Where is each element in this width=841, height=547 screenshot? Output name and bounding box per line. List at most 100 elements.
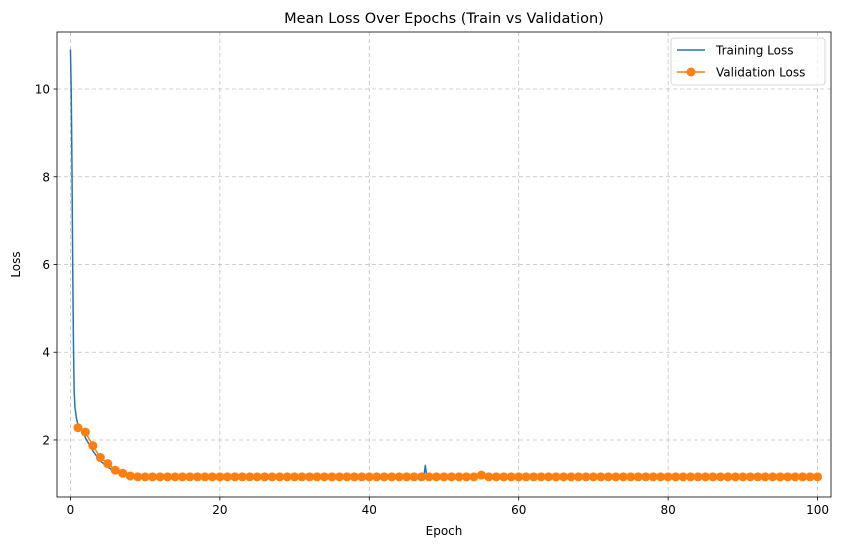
validation-loss-point: [700, 472, 710, 482]
validation-loss-point: [446, 472, 456, 482]
y-tick-label: 10: [35, 83, 50, 97]
x-tick-label: 60: [511, 503, 526, 517]
validation-loss-point: [267, 472, 277, 482]
validation-loss-point: [603, 472, 613, 482]
validation-loss-point: [618, 472, 628, 482]
validation-loss-point: [469, 472, 479, 482]
validation-loss-point: [424, 472, 434, 482]
validation-loss-point: [95, 453, 105, 463]
validation-loss-point: [260, 472, 270, 482]
validation-loss-point: [648, 472, 658, 482]
x-tick-label: 100: [806, 503, 829, 517]
validation-loss-point: [656, 472, 666, 482]
validation-loss-point: [768, 472, 778, 482]
y-tick-label: 8: [42, 170, 50, 184]
validation-loss-point: [290, 472, 300, 482]
validation-loss-point: [125, 471, 135, 481]
validation-loss-point: [417, 472, 427, 482]
validation-loss-point: [626, 472, 636, 482]
validation-loss-point: [230, 472, 240, 482]
validation-loss-point: [461, 472, 471, 482]
validation-loss-point: [432, 472, 442, 482]
legend: Training Loss Validation Loss: [670, 37, 826, 86]
validation-loss-point: [185, 472, 195, 482]
validation-loss-point: [529, 472, 539, 482]
validation-loss-point: [305, 472, 315, 482]
validation-loss-point: [738, 472, 748, 482]
validation-loss-point: [484, 472, 494, 482]
validation-loss-point: [760, 472, 770, 482]
validation-loss-point: [514, 472, 524, 482]
validation-loss-point: [282, 472, 292, 482]
validation-loss-point: [155, 472, 165, 482]
validation-loss-point: [708, 472, 718, 482]
validation-loss-point: [379, 472, 389, 482]
validation-loss-point: [476, 470, 486, 480]
validation-loss-point: [723, 472, 733, 482]
validation-loss-point: [551, 472, 561, 482]
validation-loss-point: [207, 472, 217, 482]
validation-loss-point: [581, 472, 591, 482]
validation-loss-point: [327, 472, 337, 482]
validation-loss-point: [192, 472, 202, 482]
validation-loss-point: [372, 472, 382, 482]
chart-title: Mean Loss Over Epochs (Train vs Validati…: [284, 11, 604, 27]
x-tick-label: 80: [660, 503, 675, 517]
validation-loss-point: [678, 472, 688, 482]
validation-loss-point: [536, 472, 546, 482]
y-axis-label: Loss: [9, 251, 23, 277]
legend-training-label: Training Loss: [715, 44, 793, 58]
validation-loss-point: [140, 472, 150, 482]
y-tick-label: 2: [42, 433, 50, 447]
validation-loss-point: [394, 472, 404, 482]
validation-loss-point: [663, 472, 673, 482]
series-layer: [69, 49, 823, 482]
validation-loss-point: [73, 423, 83, 433]
grid: [57, 32, 831, 497]
legend-validation-marker: [686, 67, 696, 77]
validation-loss-point: [521, 472, 531, 482]
validation-loss-point: [573, 472, 583, 482]
validation-loss-point: [745, 472, 755, 482]
validation-loss-point: [409, 472, 419, 482]
validation-loss-point: [200, 472, 210, 482]
validation-loss-point: [686, 472, 696, 482]
legend-validation-label: Validation Loss: [716, 66, 805, 80]
validation-loss-point: [588, 472, 598, 482]
validation-loss-point: [357, 472, 367, 482]
validation-loss-point: [596, 472, 606, 482]
validation-loss-point: [364, 472, 374, 482]
validation-loss-point: [499, 472, 509, 482]
validation-loss-point: [641, 472, 651, 482]
validation-loss-point: [805, 472, 815, 482]
validation-loss-point: [80, 427, 90, 437]
validation-loss-point: [775, 472, 785, 482]
validation-loss-point: [252, 472, 262, 482]
validation-loss-point: [222, 472, 232, 482]
validation-loss-point: [506, 472, 516, 482]
validation-loss-point: [454, 472, 464, 482]
validation-loss-point: [297, 472, 307, 482]
validation-loss-point: [245, 472, 255, 482]
y-tick-label: 4: [42, 346, 50, 360]
validation-loss-point: [110, 465, 120, 475]
validation-loss-point: [693, 472, 703, 482]
validation-loss-point: [118, 468, 128, 478]
validation-loss-point: [439, 472, 449, 482]
validation-loss-point: [237, 472, 247, 482]
validation-loss-point: [275, 472, 285, 482]
validation-loss-point: [813, 472, 823, 482]
x-tick-label: 20: [212, 503, 227, 517]
validation-loss-point: [215, 472, 225, 482]
validation-loss-point: [730, 472, 740, 482]
validation-loss-point: [133, 472, 143, 482]
validation-loss-point: [798, 472, 808, 482]
validation-loss-point: [312, 472, 322, 482]
validation-loss-point: [387, 472, 397, 482]
validation-loss-point: [349, 472, 359, 482]
validation-loss-point: [342, 472, 352, 482]
validation-loss-point: [491, 472, 501, 482]
y-tick-label: 6: [42, 258, 50, 272]
validation-loss-point: [671, 472, 681, 482]
